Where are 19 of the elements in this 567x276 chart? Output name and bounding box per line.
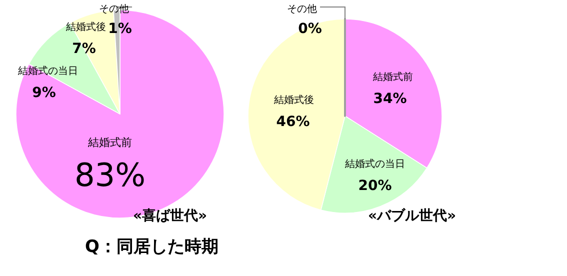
- data-label: 20%: [358, 178, 392, 194]
- data-label: 9%: [32, 85, 56, 101]
- data-label: 34%: [373, 91, 407, 107]
- text: 0%: [298, 21, 322, 37]
- data-label: 46%: [276, 114, 310, 130]
- slice-label: 結婚式後: [273, 94, 314, 106]
- slice-label: 結婚式の当日: [344, 158, 405, 170]
- data-label: 7%: [72, 41, 96, 57]
- data-label: 83%: [74, 156, 146, 194]
- slice-label: 結婚式前: [372, 71, 413, 83]
- text: «喜ば世代»: [132, 208, 208, 224]
- slice-label: 結婚式前: [87, 136, 132, 149]
- slice-label: 結婚式後: [65, 21, 106, 33]
- text: Q：同居した時期: [85, 237, 218, 257]
- slice-label: その他: [99, 3, 129, 15]
- slice-label: 結婚式の当日: [17, 65, 78, 77]
- legend-label: その他: [287, 3, 317, 15]
- data-label: 1%: [108, 21, 132, 37]
- text: «バブル世代»: [368, 207, 456, 224]
